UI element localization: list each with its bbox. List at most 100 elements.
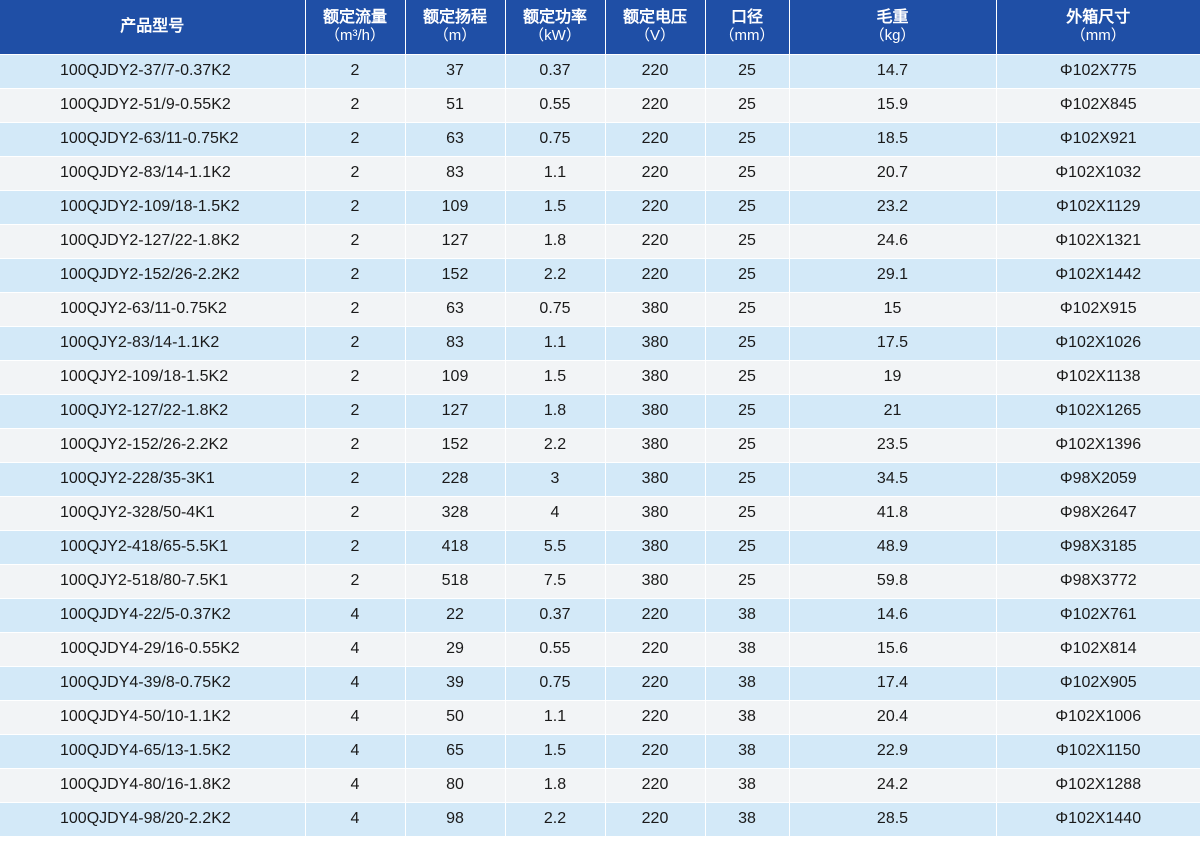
cell-head: 65 bbox=[404, 733, 505, 768]
cell-voltage: 220 bbox=[604, 767, 705, 802]
cell-head: 328 bbox=[404, 495, 505, 530]
cell-power: 1.8 bbox=[504, 767, 605, 802]
cell-power: 0.55 bbox=[504, 87, 605, 122]
cell-voltage: 380 bbox=[604, 393, 705, 428]
table-row: 100QJDY2-152/26-2.2K2 2 152 2.2 220 25 29.1 Φ10… bbox=[0, 257, 1200, 292]
table-row: 100QJY2-418/65-5.5K1 2 418 5.5 380 25 48.9 Φ98X… bbox=[0, 529, 1200, 564]
cell-model: 100QJY2-63/11-0.75K2 bbox=[0, 291, 305, 326]
cell-head: 50 bbox=[404, 699, 505, 734]
table-row: 100QJDY4-80/16-1.8K2 4 80 1.8 220 38 24.2 Φ102X… bbox=[0, 767, 1200, 802]
cell-box-size: Φ98X3772 bbox=[995, 563, 1200, 598]
cell-model: 100QJY2-127/22-1.8K2 bbox=[0, 393, 305, 428]
cell-flow: 2 bbox=[304, 155, 405, 190]
table-row: 100QJDY4-39/8-0.75K2 4 39 0.75 220 38 17.4 Φ102… bbox=[0, 665, 1200, 700]
cell-voltage: 220 bbox=[604, 665, 705, 700]
cell-box-size: Φ102X1321 bbox=[995, 223, 1200, 258]
table-row: 100QJY2-228/35-3K1 2 228 3 380 25 34.5 Φ98X2059 bbox=[0, 461, 1200, 496]
table-row: 100QJY2-109/18-1.5K2 2 109 1.5 380 25 19 Φ102X1… bbox=[0, 359, 1200, 394]
cell-model: 100QJDY2-83/14-1.1K2 bbox=[0, 155, 305, 190]
cell-caliber: 25 bbox=[704, 53, 789, 88]
cell-model: 100QJY2-518/80-7.5K1 bbox=[0, 563, 305, 598]
cell-voltage: 220 bbox=[604, 699, 705, 734]
cell-voltage: 220 bbox=[604, 597, 705, 632]
cell-gross-weight: 23.2 bbox=[788, 189, 996, 224]
cell-head: 39 bbox=[404, 665, 505, 700]
table-row: 100QJDY2-109/18-1.5K2 2 109 1.5 220 25 23.2 Φ10… bbox=[0, 189, 1200, 224]
cell-box-size: Φ102X1138 bbox=[995, 359, 1200, 394]
cell-model: 100QJY2-328/50-4K1 bbox=[0, 495, 305, 530]
cell-gross-weight: 48.9 bbox=[788, 529, 996, 564]
cell-power: 1.1 bbox=[504, 325, 605, 360]
cell-flow: 4 bbox=[304, 665, 405, 700]
cell-flow: 4 bbox=[304, 699, 405, 734]
cell-box-size: Φ102X905 bbox=[995, 665, 1200, 700]
header-caliber: 口径 （mm） bbox=[704, 0, 789, 54]
cell-flow: 4 bbox=[304, 631, 405, 666]
cell-power: 2.2 bbox=[504, 801, 605, 836]
header-title: 外箱尺寸 bbox=[1066, 8, 1131, 26]
cell-box-size: Φ98X2647 bbox=[995, 495, 1200, 530]
header-head: 额定扬程 （m） bbox=[404, 0, 505, 54]
cell-caliber: 25 bbox=[704, 393, 789, 428]
table-row: 100QJDY4-22/5-0.37K2 4 22 0.37 220 38 14.6 Φ102… bbox=[0, 597, 1200, 632]
cell-caliber: 25 bbox=[704, 359, 789, 394]
cell-power: 1.8 bbox=[504, 223, 605, 258]
cell-head: 22 bbox=[404, 597, 505, 632]
cell-box-size: Φ102X775 bbox=[995, 53, 1200, 88]
cell-voltage: 380 bbox=[604, 529, 705, 564]
cell-caliber: 25 bbox=[704, 223, 789, 258]
cell-power: 2.2 bbox=[504, 257, 605, 292]
cell-voltage: 220 bbox=[604, 257, 705, 292]
header-unit: （m³/h） bbox=[324, 26, 385, 44]
header-model: 产品型号 bbox=[0, 0, 305, 54]
cell-caliber: 38 bbox=[704, 801, 789, 836]
cell-caliber: 38 bbox=[704, 631, 789, 666]
cell-power: 4 bbox=[504, 495, 605, 530]
table-row: 100QJDY2-51/9-0.55K2 2 51 0.55 220 25 15.9 Φ102… bbox=[0, 87, 1200, 122]
header-unit: （mm） bbox=[719, 26, 775, 44]
cell-box-size: Φ102X1032 bbox=[995, 155, 1200, 190]
cell-model: 100QJDY2-127/22-1.8K2 bbox=[0, 223, 305, 258]
cell-model: 100QJDY2-63/11-0.75K2 bbox=[0, 121, 305, 156]
cell-caliber: 25 bbox=[704, 563, 789, 598]
cell-head: 152 bbox=[404, 257, 505, 292]
cell-head: 83 bbox=[404, 325, 505, 360]
cell-head: 127 bbox=[404, 393, 505, 428]
cell-flow: 2 bbox=[304, 121, 405, 156]
cell-caliber: 25 bbox=[704, 325, 789, 360]
cell-flow: 2 bbox=[304, 189, 405, 224]
header-power: 额定功率 （kW） bbox=[504, 0, 605, 54]
cell-gross-weight: 19 bbox=[788, 359, 996, 394]
cell-voltage: 380 bbox=[604, 427, 705, 462]
cell-gross-weight: 29.1 bbox=[788, 257, 996, 292]
cell-gross-weight: 24.2 bbox=[788, 767, 996, 802]
cell-gross-weight: 59.8 bbox=[788, 563, 996, 598]
cell-flow: 2 bbox=[304, 257, 405, 292]
header-title: 毛重 bbox=[876, 8, 909, 26]
cell-flow: 2 bbox=[304, 87, 405, 122]
cell-model: 100QJY2-418/65-5.5K1 bbox=[0, 529, 305, 564]
table-row: 100QJDY4-98/20-2.2K2 4 98 2.2 220 38 28.5 Φ102X… bbox=[0, 801, 1200, 836]
cell-model: 100QJDY4-98/20-2.2K2 bbox=[0, 801, 305, 836]
header-voltage: 额定电压 （V） bbox=[604, 0, 705, 54]
cell-gross-weight: 18.5 bbox=[788, 121, 996, 156]
cell-caliber: 25 bbox=[704, 189, 789, 224]
cell-power: 0.37 bbox=[504, 53, 605, 88]
cell-head: 518 bbox=[404, 563, 505, 598]
cell-gross-weight: 34.5 bbox=[788, 461, 996, 496]
cell-caliber: 25 bbox=[704, 121, 789, 156]
cell-voltage: 220 bbox=[604, 121, 705, 156]
cell-flow: 2 bbox=[304, 461, 405, 496]
cell-model: 100QJDY4-29/16-0.55K2 bbox=[0, 631, 305, 666]
cell-power: 0.75 bbox=[504, 665, 605, 700]
header-title: 额定功率 bbox=[522, 8, 587, 26]
cell-gross-weight: 17.4 bbox=[788, 665, 996, 700]
cell-power: 7.5 bbox=[504, 563, 605, 598]
table-row: 100QJY2-328/50-4K1 2 328 4 380 25 41.8 Φ98X2647 bbox=[0, 495, 1200, 530]
cell-box-size: Φ98X2059 bbox=[995, 461, 1200, 496]
cell-flow: 2 bbox=[304, 223, 405, 258]
cell-head: 80 bbox=[404, 767, 505, 802]
cell-flow: 2 bbox=[304, 53, 405, 88]
cell-box-size: Φ102X1442 bbox=[995, 257, 1200, 292]
header-title: 产品型号 bbox=[120, 17, 185, 35]
